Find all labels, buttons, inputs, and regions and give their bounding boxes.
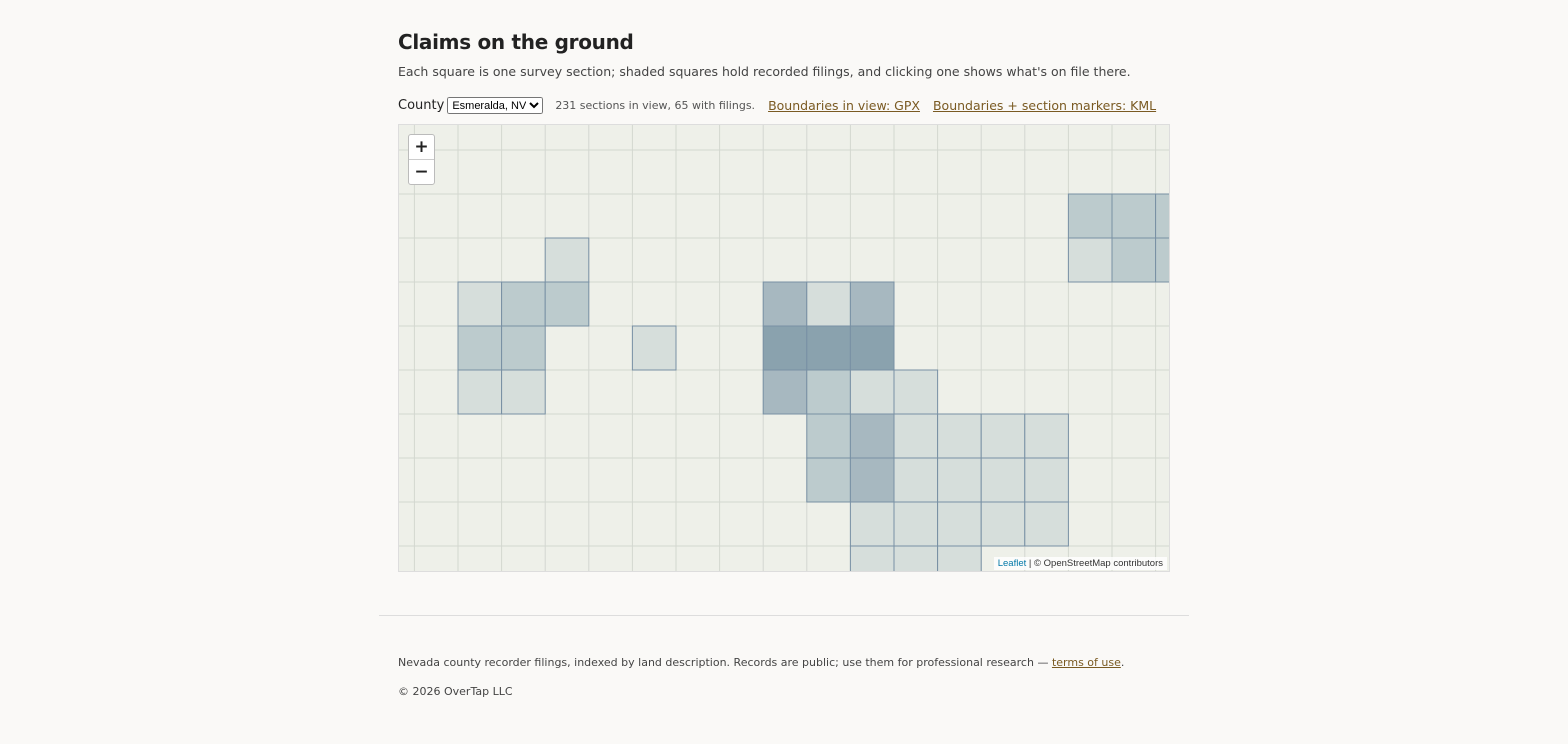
footer-note: Nevada county recorder filings, indexed … [398, 656, 1124, 669]
section-cell[interactable] [1067, 193, 1113, 239]
section-cell[interactable] [631, 325, 677, 371]
section-cell[interactable] [762, 369, 808, 415]
section-cell[interactable] [806, 457, 851, 503]
section-cell[interactable] [1155, 237, 1169, 283]
leaflet-link[interactable]: Leaflet [997, 558, 1027, 569]
controls: County Esmeralda, NV 231 sections in vie… [398, 97, 1169, 114]
section-cell[interactable] [1024, 501, 1069, 547]
section-cell[interactable] [457, 281, 503, 327]
section-cell[interactable] [893, 369, 939, 415]
section-cell[interactable] [1155, 193, 1169, 239]
zoom-in[interactable]: + [409, 135, 434, 160]
section-cell[interactable] [1024, 457, 1069, 503]
section-cell[interactable] [1067, 237, 1113, 283]
section-cell[interactable] [893, 501, 939, 547]
section-cell[interactable] [544, 281, 590, 327]
section-cell[interactable] [937, 457, 982, 503]
footer-text: Nevada county recorder filings, indexed … [398, 656, 1052, 669]
divider [379, 615, 1189, 616]
section-cell[interactable] [849, 325, 895, 371]
section-cell[interactable] [762, 325, 808, 371]
section-cell[interactable] [937, 413, 982, 459]
section-cell[interactable] [980, 413, 1026, 459]
section-cell[interactable] [1024, 413, 1069, 459]
section-cell[interactable] [849, 413, 895, 459]
section-cell[interactable] [544, 237, 590, 283]
section-cell[interactable] [849, 457, 895, 503]
gpx-link[interactable]: Boundaries in view: GPX [768, 98, 920, 113]
description: Each square is one survey section; shade… [398, 64, 1131, 79]
section-cell[interactable] [893, 545, 939, 571]
section-cell[interactable] [849, 281, 895, 327]
map[interactable]: + − Leaflet | © OpenStreetMap contributo… [398, 124, 1170, 572]
section-cell[interactable] [806, 281, 851, 327]
section-cell[interactable] [849, 369, 895, 415]
zoom-out[interactable]: − [414, 162, 429, 182]
section-cell[interactable] [806, 413, 851, 459]
section-cell[interactable] [501, 325, 546, 371]
section-cell[interactable] [893, 413, 939, 459]
section-cell[interactable] [1111, 237, 1157, 283]
section-cell[interactable] [937, 501, 982, 547]
status: 231 sections in view, 65 with filings. [555, 99, 756, 112]
county-select[interactable]: Esmeralda, NV [447, 97, 544, 114]
section-cell[interactable] [937, 545, 982, 571]
copyright: © 2026 OverTap LLC [398, 685, 513, 698]
footer-end: . [1120, 656, 1125, 669]
section-cell[interactable] [501, 369, 546, 415]
section-cell[interactable] [1111, 193, 1157, 239]
section-cell[interactable] [806, 325, 851, 371]
kml-link[interactable]: Boundaries + section markers: KML [932, 98, 1157, 113]
zoom-control: + − [408, 134, 435, 185]
section-cell[interactable] [806, 369, 851, 415]
section-cell[interactable] [457, 325, 503, 371]
title: Claims on the ground [398, 30, 634, 54]
section-cell[interactable] [501, 281, 546, 327]
attribution-text: | © OpenStreetMap contributors [1028, 558, 1163, 569]
section-cell[interactable] [980, 457, 1026, 503]
county-label: County [398, 98, 445, 113]
section-cell[interactable] [980, 501, 1026, 547]
section-cell[interactable] [893, 457, 939, 503]
section-cell[interactable] [849, 545, 895, 571]
attribution: Leaflet | © OpenStreetMap contributors [993, 557, 1167, 570]
section-cell[interactable] [762, 281, 808, 327]
section-cell[interactable] [457, 369, 503, 415]
map-grid [399, 125, 1169, 571]
terms-link[interactable]: terms of use [1051, 656, 1121, 669]
section-cell[interactable] [849, 501, 895, 547]
